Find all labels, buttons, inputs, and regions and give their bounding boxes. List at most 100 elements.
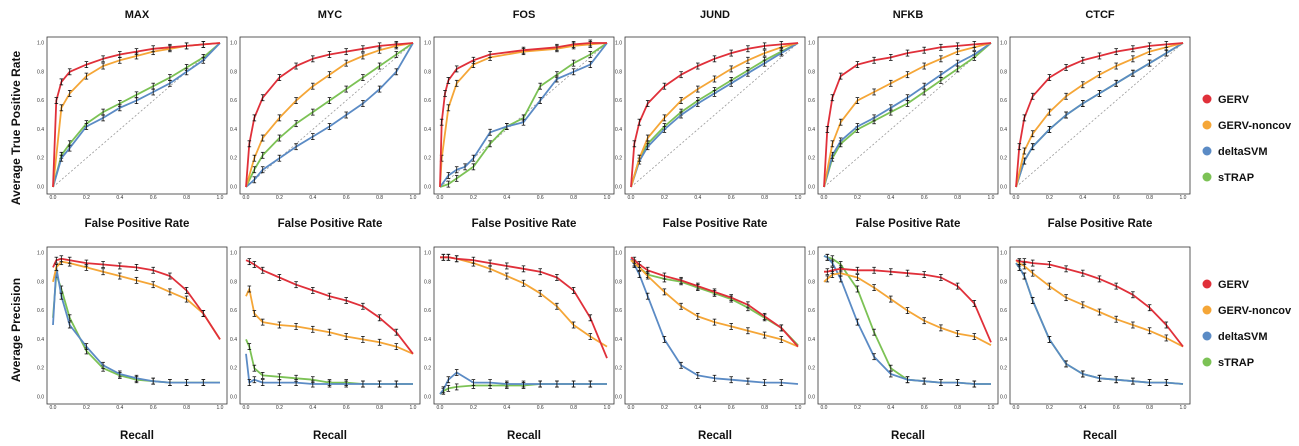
error-bar bbox=[252, 154, 257, 162]
error-bar bbox=[84, 123, 89, 130]
x-tick-label: 0.4 bbox=[694, 405, 701, 411]
y-tick-label: 0.2 bbox=[230, 156, 237, 162]
error-bar bbox=[855, 123, 860, 130]
y-tick-label: 1.0 bbox=[808, 41, 815, 47]
x-tick-label: 0.2 bbox=[661, 195, 668, 201]
error-bar bbox=[118, 51, 122, 58]
error-bar bbox=[696, 62, 700, 70]
y-tick-label: 0.8 bbox=[808, 279, 815, 285]
error-bar bbox=[151, 377, 155, 385]
error-bar bbox=[1081, 370, 1085, 378]
error-bar bbox=[118, 272, 122, 280]
error-bar bbox=[471, 163, 476, 171]
error-bar bbox=[696, 282, 700, 290]
error-bar bbox=[955, 42, 960, 50]
error-bar bbox=[1131, 55, 1135, 63]
x-axis-label: Recall bbox=[698, 430, 732, 442]
error-bar bbox=[184, 379, 189, 387]
error-bar bbox=[571, 68, 576, 76]
diagonal-reference bbox=[1015, 42, 1184, 188]
error-bar bbox=[905, 376, 910, 384]
panel-roc-jund: 0.0 0.0 0.2 0.2 0.4 0.4 0.6 0.6 0.8 0.8 1.0 1.0 Fals… bbox=[615, 36, 806, 230]
legend-label-strap: sTRAP bbox=[1218, 172, 1254, 184]
error-bar bbox=[1047, 261, 1052, 268]
error-bar bbox=[84, 259, 89, 267]
error-bar bbox=[762, 331, 767, 339]
error-bar bbox=[344, 48, 348, 56]
x-tick-label: 0.4 bbox=[1079, 195, 1086, 201]
error-bar bbox=[168, 79, 172, 87]
y-tick-label: 0.2 bbox=[615, 156, 622, 162]
panel-roc-max: 0.0 0.0 0.2 0.2 0.4 0.4 0.6 0.6 0.8 0.8 1.0 1.0 Fals… bbox=[37, 36, 228, 230]
error-bar bbox=[377, 314, 382, 322]
error-bar bbox=[439, 118, 444, 126]
error-bar bbox=[729, 49, 733, 57]
plot-frame bbox=[1009, 246, 1191, 405]
x-tick-label: 0.0 bbox=[628, 405, 635, 411]
error-bar bbox=[555, 43, 559, 51]
error-bar bbox=[571, 380, 576, 388]
x-tick-label: 0.6 bbox=[537, 405, 544, 411]
error-bar bbox=[922, 82, 926, 90]
column-titles: MAX MYC FOS JUND NFKB CTCF bbox=[125, 9, 1115, 21]
error-bar bbox=[311, 287, 315, 294]
x-tick-label: 1.0 bbox=[1180, 195, 1187, 201]
x-tick-label: 0.8 bbox=[954, 195, 961, 201]
error-bar bbox=[588, 51, 593, 58]
error-bar bbox=[471, 154, 476, 162]
legend-marker-deltasvm bbox=[1202, 331, 1212, 341]
error-bar bbox=[101, 114, 105, 122]
diagonal-reference bbox=[823, 42, 992, 188]
error-bar bbox=[521, 380, 526, 388]
error-bar bbox=[662, 114, 667, 122]
error-bar bbox=[118, 370, 122, 378]
y-tick-label: 0.0 bbox=[808, 395, 815, 401]
series-line-deltasvm bbox=[630, 42, 799, 188]
x-tick-label: 0.8 bbox=[183, 405, 190, 411]
y-tick-label: 0.8 bbox=[1000, 279, 1007, 285]
series-line-strap bbox=[823, 42, 992, 188]
diagonal-reference bbox=[630, 42, 799, 188]
error-bar bbox=[889, 79, 893, 87]
series-line-strap bbox=[630, 42, 799, 188]
x-tick-label: 1.0 bbox=[795, 405, 802, 411]
error-bar bbox=[762, 42, 767, 50]
x-tick-label: 0.6 bbox=[921, 195, 928, 201]
error-bar bbox=[538, 82, 542, 90]
error-bar bbox=[955, 379, 960, 387]
error-bar bbox=[762, 59, 767, 67]
x-tick-label: 0.8 bbox=[954, 405, 961, 411]
error-bar bbox=[889, 54, 893, 61]
error-bar bbox=[184, 295, 189, 303]
error-bar bbox=[972, 41, 977, 48]
error-bar bbox=[361, 100, 365, 107]
error-bar bbox=[377, 85, 382, 93]
x-tick-label: 0.0 bbox=[821, 405, 828, 411]
error-bar bbox=[830, 94, 835, 102]
error-bar bbox=[344, 111, 348, 119]
error-bar bbox=[201, 41, 206, 48]
x-tick-label: 0.6 bbox=[150, 195, 157, 201]
error-bar bbox=[201, 310, 206, 317]
error-bar bbox=[471, 256, 476, 264]
error-bar bbox=[637, 261, 642, 268]
y-tick-label: 0.0 bbox=[1000, 185, 1007, 191]
error-bar bbox=[555, 380, 559, 388]
error-bar bbox=[394, 51, 399, 58]
error-bar bbox=[454, 79, 459, 87]
y-tick-label: 0.4 bbox=[808, 337, 815, 343]
y-tick-label: 1.0 bbox=[1000, 41, 1007, 47]
error-bar bbox=[505, 123, 509, 130]
error-bar bbox=[488, 51, 492, 58]
legend-roc: GERV GERV-noncov deltaSVM sTRAP bbox=[1202, 94, 1292, 184]
error-bar bbox=[201, 379, 206, 387]
error-bar bbox=[505, 380, 509, 388]
series-line-strap bbox=[52, 42, 221, 188]
x-axis-label: False Positive Rate bbox=[856, 218, 961, 230]
error-bar bbox=[538, 380, 542, 388]
error-bar bbox=[571, 287, 576, 294]
error-bar bbox=[344, 333, 348, 340]
error-bar bbox=[294, 379, 298, 387]
error-bar bbox=[1147, 42, 1152, 50]
